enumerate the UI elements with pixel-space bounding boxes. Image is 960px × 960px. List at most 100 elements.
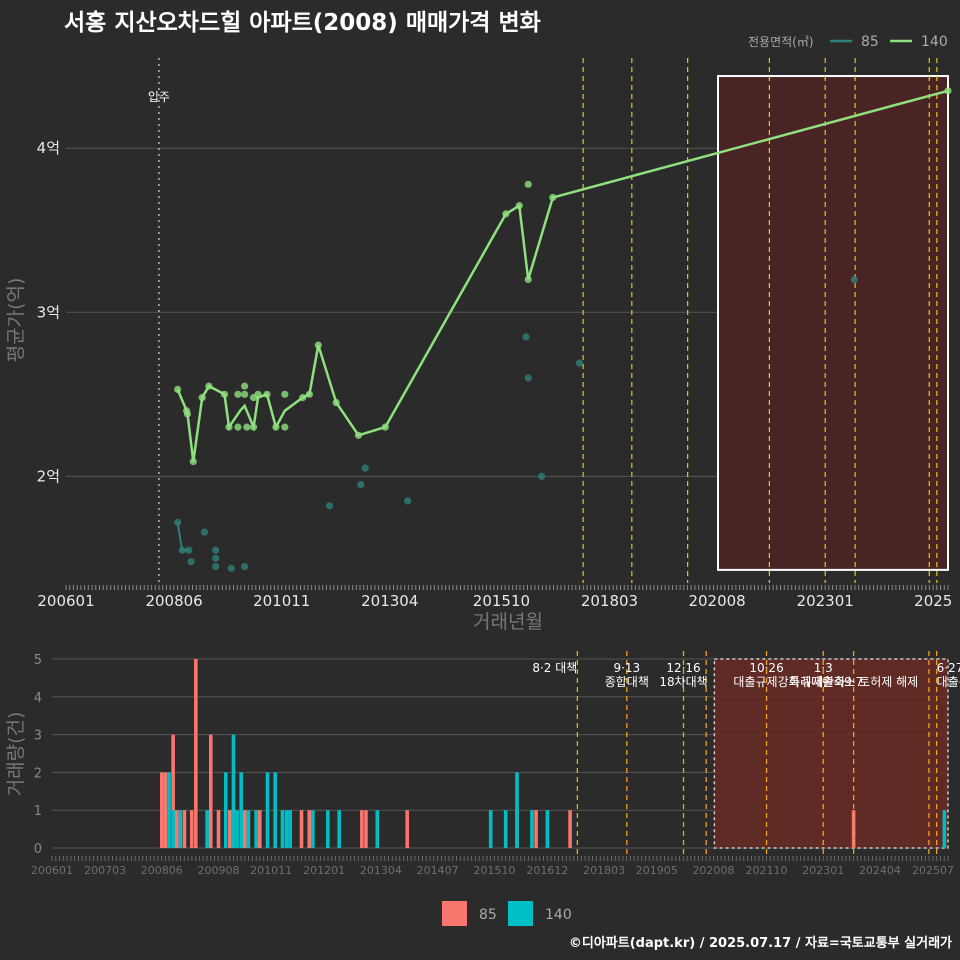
volume-bar-140 <box>545 810 550 848</box>
volume-bar-140 <box>273 772 278 848</box>
price-point-85 <box>212 562 220 571</box>
price-point-140 <box>241 382 249 390</box>
price-point-85 <box>200 528 209 536</box>
volume-bar-85 <box>307 810 312 848</box>
price-point-85 <box>227 564 235 572</box>
legend-swatch-85 <box>442 901 467 926</box>
volume-bar-140 <box>223 772 228 848</box>
price-point-140 <box>249 423 258 431</box>
volume-y-tick-label: 1 <box>34 804 42 819</box>
policy-annotation-line: 대출규제강화 <box>733 675 799 689</box>
policy-annotation-line: 6·27 <box>937 661 960 675</box>
price-x-tick-label: 2025 <box>914 592 952 610</box>
volume-x-tick-label: 200806 <box>141 864 183 877</box>
policy-annotation-line: 18차대책 <box>659 674 707 689</box>
volume-x-tick-label: 202404 <box>859 864 901 877</box>
policy-annotation-line: 대출규제 <box>937 675 960 689</box>
price-point-85 <box>325 502 334 510</box>
price-point-85 <box>212 554 220 562</box>
price-point-140 <box>234 423 242 431</box>
price-point-140 <box>234 390 242 398</box>
volume-bar-85 <box>257 810 262 848</box>
policy-annotation: 특례대출축소 토허제 해제 <box>789 675 918 689</box>
price-point-140 <box>243 423 251 431</box>
volume-bar-85 <box>851 810 856 848</box>
volume-bar-85 <box>182 810 187 848</box>
volume-x-tick-label: 200908 <box>197 864 239 877</box>
volume-x-tick-label: 201905 <box>636 864 678 877</box>
volume-bar-140 <box>284 810 289 848</box>
volume-legend: 85 140 <box>442 901 572 926</box>
price-y-tick-label: 4억 <box>37 139 60 157</box>
policy-annotation-line: 8·2 대책 <box>532 660 577 675</box>
legend-title: 전용면적(㎡) <box>748 35 814 49</box>
price-point-140 <box>183 410 192 418</box>
policy-annotation-line: 종합대책 <box>605 674 649 689</box>
price-point-140 <box>299 394 307 402</box>
price-point-140 <box>515 202 523 210</box>
legend-label-85: 85 <box>861 34 879 50</box>
price-point-85 <box>178 546 186 554</box>
volume-x-tick-label: 202301 <box>802 864 844 877</box>
price-point-140 <box>220 390 229 398</box>
volume-bar-85 <box>228 810 232 848</box>
price-point-140 <box>305 390 313 398</box>
price-y-tick-label: 3억 <box>37 303 60 321</box>
policy-annotation-line: 9·13 <box>613 661 640 675</box>
volume-bar-140 <box>239 772 243 848</box>
volume-bar-140 <box>235 810 239 848</box>
price-point-140 <box>205 382 213 390</box>
price-x-tick-label: 201304 <box>361 592 418 610</box>
price-point-140 <box>225 423 233 431</box>
volume-y-tick-label: 5 <box>34 653 42 668</box>
volume-bar-140 <box>171 810 175 848</box>
legend-bar-label-140: 140 <box>545 907 572 923</box>
price-point-140 <box>549 193 557 202</box>
price-highlight-period <box>717 75 949 571</box>
price-point-85 <box>538 472 546 480</box>
volume-bar-85 <box>174 810 179 848</box>
price-point-85 <box>212 546 220 554</box>
policy-annotation: 9·13 종합대책 <box>605 661 649 689</box>
policy-annotation: 6·27대출규제 <box>937 661 960 689</box>
volume-x-tick-label: 200601 <box>31 864 73 877</box>
price-point-140 <box>272 423 280 431</box>
volume-bar-85 <box>189 810 194 848</box>
price-point-140 <box>189 457 197 466</box>
volume-y-tick-label: 2 <box>34 766 42 781</box>
price-x-tick-label: 202008 <box>688 592 745 610</box>
volume-bar-140 <box>503 810 508 848</box>
volume-bar-140 <box>488 810 493 848</box>
volume-x-minor-ticks <box>51 856 949 861</box>
policy-annotation: 8·2 대책 <box>532 660 577 675</box>
volume-bar-140 <box>515 772 519 848</box>
policy-annotation-line: 12·16 <box>666 661 700 675</box>
volume-highlight-period <box>713 658 949 849</box>
price-point-140 <box>524 180 532 188</box>
volume-bar-85 <box>568 810 572 848</box>
price-line-85 <box>176 522 189 552</box>
volume-bar-85 <box>243 810 247 848</box>
legend-swatch-140 <box>508 901 533 926</box>
volume-bar-140 <box>254 810 258 848</box>
volume-bar-140 <box>311 810 315 848</box>
policy-annotation-line: 1·3 <box>814 661 833 675</box>
price-point-85 <box>361 464 369 472</box>
price-point-85 <box>241 562 249 571</box>
volume-bar-85 <box>163 772 168 848</box>
price-point-140 <box>174 385 182 394</box>
price-point-140 <box>281 423 289 431</box>
volume-bar-140 <box>167 772 171 848</box>
price-point-140 <box>241 390 249 398</box>
volume-x-tick-label: 201803 <box>583 864 625 877</box>
volume-x-tick-label: 202507 <box>912 864 954 877</box>
volume-y-tick-label: 4 <box>34 691 42 706</box>
price-point-140 <box>198 394 206 402</box>
volume-bar-85 <box>159 772 164 848</box>
volume-panel: 0 1 2 3 4 5 8·2 대책 9·13 종합대책 12·16 18차대책 10·26 대출규제강… <box>5 651 960 877</box>
volume-x-tick-label: 201407 <box>417 864 459 877</box>
price-x-axis-title: 거래년월 <box>473 611 543 633</box>
volume-bar-140 <box>530 810 534 848</box>
